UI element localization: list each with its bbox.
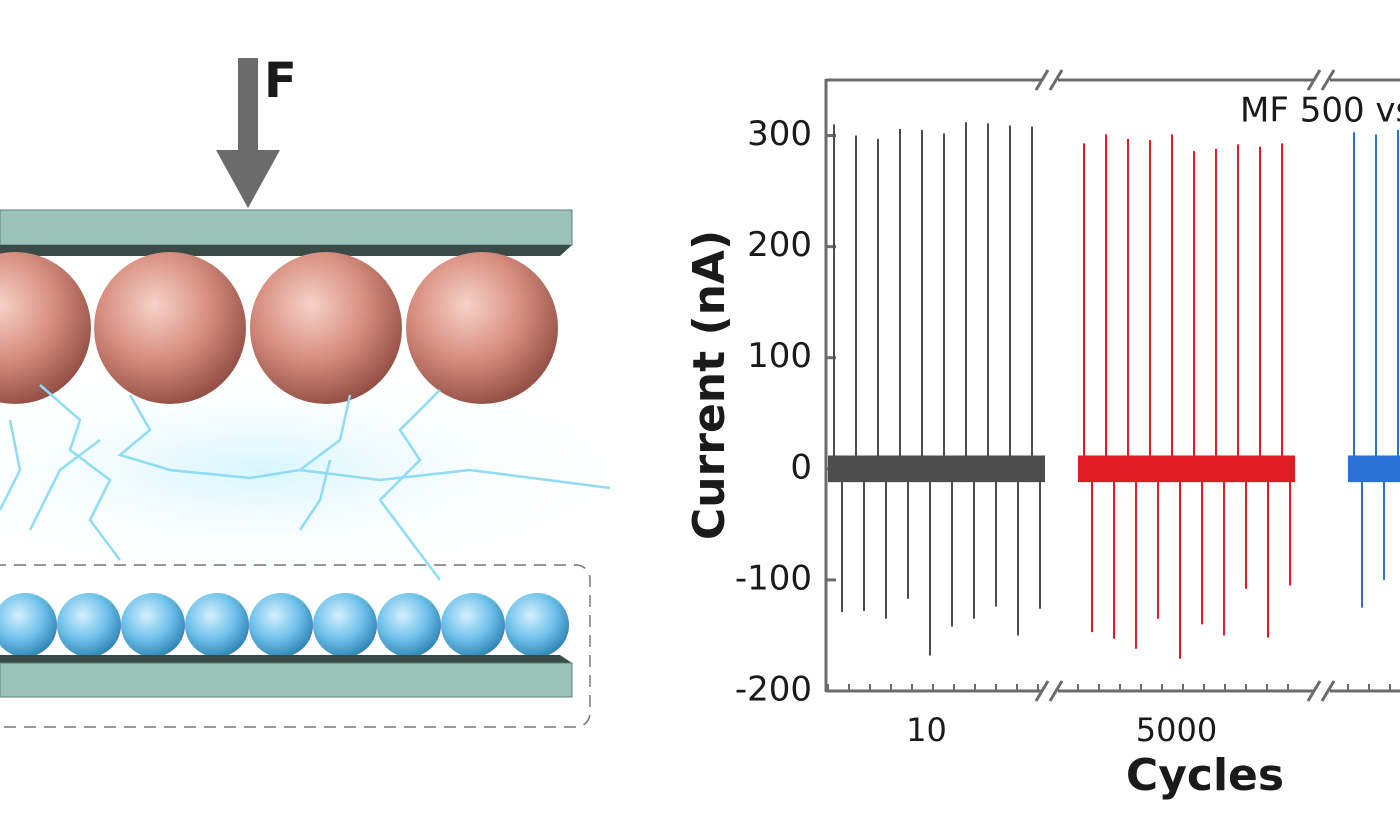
x-axis-label: Cycles	[1126, 750, 1284, 801]
y-tick-label: 100	[747, 336, 812, 376]
y-axis-label: Current (nA)	[684, 230, 735, 540]
glow	[0, 360, 640, 580]
force-label: F	[264, 53, 297, 109]
noise-band	[1078, 455, 1295, 483]
y-tick-label: -100	[735, 558, 812, 598]
y-tick-label: -200	[735, 670, 812, 710]
y-tick-label: 200	[747, 225, 812, 265]
large-spheres	[0, 252, 558, 404]
diagram: F	[0, 53, 640, 728]
x-tick-label: 10	[906, 711, 947, 749]
y-tick-label: 0	[790, 447, 812, 487]
small-spheres	[0, 593, 569, 657]
chart-title: MF 500 vs	[1240, 91, 1400, 131]
y-tick-label: 300	[747, 114, 812, 154]
top-plate	[0, 209, 573, 246]
force-arrow-head	[216, 150, 280, 208]
discharge	[0, 384, 611, 581]
noise-band	[1348, 455, 1400, 483]
bottom-plate-edge	[0, 655, 572, 663]
top-plate-edge	[0, 245, 572, 256]
bottom-plate	[0, 662, 573, 698]
force-arrow-shaft	[238, 58, 258, 153]
axes	[824, 69, 1400, 702]
x-tick-label: 5000	[1136, 711, 1217, 749]
dashed-box	[0, 564, 591, 728]
chart: MF 500 vs Cycles Current (nA) -200 -100 0 1…	[684, 69, 1400, 801]
noise-band	[828, 455, 1045, 483]
